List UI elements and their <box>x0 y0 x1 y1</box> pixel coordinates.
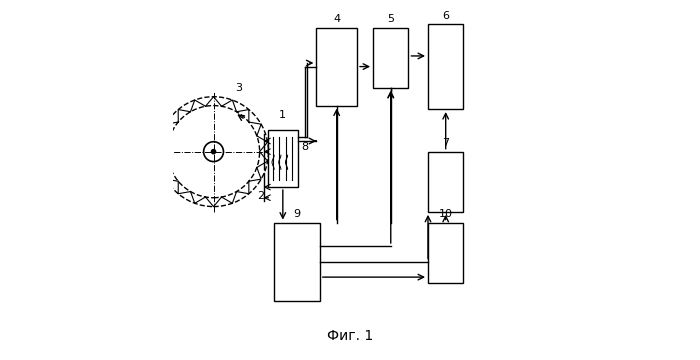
Bar <box>428 24 463 109</box>
Text: 3: 3 <box>235 83 242 93</box>
Circle shape <box>211 149 216 154</box>
Text: 9: 9 <box>293 209 300 219</box>
Text: 8: 8 <box>302 143 309 152</box>
Text: 6: 6 <box>442 10 449 21</box>
Bar <box>373 28 409 88</box>
Bar <box>428 222 463 283</box>
Bar <box>268 130 298 187</box>
Bar <box>274 222 320 301</box>
Text: Фиг. 1: Фиг. 1 <box>327 329 373 343</box>
Text: 1: 1 <box>279 110 286 120</box>
Text: 2: 2 <box>257 191 264 201</box>
Text: 5: 5 <box>387 14 394 24</box>
Text: 4: 4 <box>333 14 340 24</box>
Bar <box>428 152 463 212</box>
Text: 7: 7 <box>442 138 449 148</box>
Text: 10: 10 <box>439 209 453 219</box>
Bar <box>316 28 357 105</box>
